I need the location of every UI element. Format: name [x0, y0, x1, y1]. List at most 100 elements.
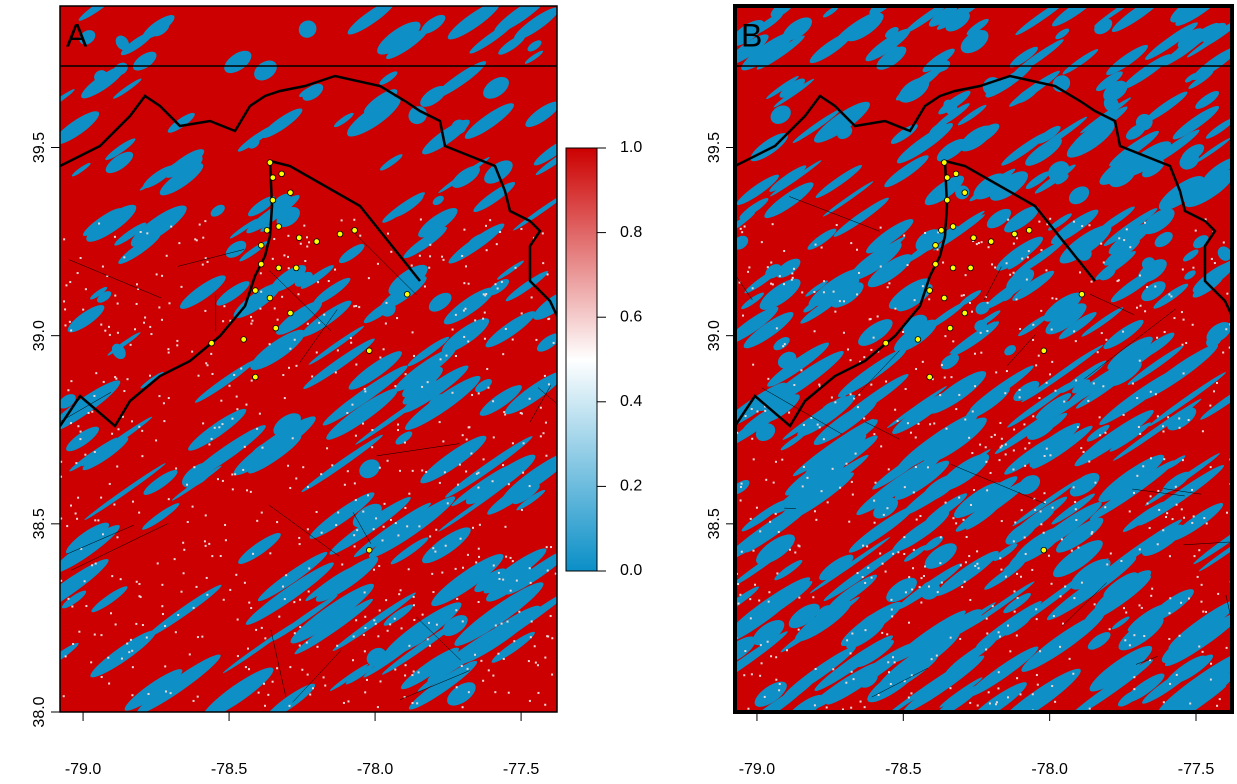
raster-speckle: [400, 627, 403, 630]
raster-speckle: [208, 542, 211, 545]
raster-speckle: [1016, 597, 1019, 600]
raster-patch: [408, 106, 427, 125]
raster-speckle: [863, 417, 866, 420]
raster-speckle: [318, 321, 321, 324]
raster-speckle: [1100, 242, 1103, 245]
raster-speckle: [1014, 521, 1017, 524]
raster-patch: [143, 469, 178, 495]
raster-speckle: [64, 324, 67, 327]
raster-speckle: [1004, 453, 1007, 456]
raster-speckle: [985, 648, 988, 651]
raster-patch: [483, 76, 509, 99]
raster-speckle: [94, 519, 97, 522]
site-point: [941, 294, 948, 302]
raster-speckle: [353, 534, 356, 537]
raster-patch: [512, 191, 557, 231]
raster-speckle: [64, 308, 67, 311]
raster-speckle: [845, 681, 848, 684]
colorbar-tick-label: 0.4: [620, 393, 642, 410]
raster-patch: [248, 139, 260, 149]
raster-speckle: [164, 665, 167, 668]
raster-patch: [966, 18, 989, 36]
raster-speckle: [256, 519, 259, 522]
raster-speckle: [1012, 468, 1015, 471]
raster-speckle: [306, 245, 309, 248]
raster-speckle: [859, 360, 862, 363]
raster-speckle: [752, 458, 755, 461]
raster-speckle: [421, 469, 424, 472]
raster-speckle: [1163, 458, 1166, 461]
raster-speckle: [70, 380, 73, 383]
raster-speckle: [174, 631, 177, 634]
raster-speckle: [188, 653, 191, 656]
raster-speckle: [102, 380, 105, 383]
raster-speckle: [412, 595, 415, 598]
raster-patch: [105, 151, 134, 174]
raster-speckle: [849, 393, 852, 396]
raster-speckle: [196, 636, 199, 639]
raster-speckle: [285, 574, 288, 577]
raster-speckle: [236, 655, 239, 658]
raster-speckle: [155, 439, 158, 442]
colorbar: [565, 147, 598, 572]
raster-speckle: [306, 236, 309, 239]
raster-patch: [1050, 209, 1099, 245]
raster-speckle: [376, 706, 379, 709]
raster-speckle: [887, 468, 890, 471]
raster-patch: [305, 567, 354, 601]
raster-speckle: [995, 703, 998, 706]
raster-speckle: [1012, 540, 1015, 543]
raster-speckle: [417, 671, 420, 674]
raster-speckle: [764, 409, 767, 412]
raster-speckle: [783, 249, 786, 252]
raster-patch: [986, 208, 1012, 229]
raster-speckle: [244, 666, 247, 669]
raster-speckle: [306, 528, 309, 531]
raster-speckle: [1062, 622, 1065, 625]
raster-speckle: [1162, 529, 1165, 532]
raster-patch: [1025, 171, 1050, 190]
raster-speckle: [1137, 425, 1140, 428]
raster-patch: [525, 101, 557, 128]
raster-speckle: [385, 599, 388, 602]
raster-patch: [1148, 372, 1227, 427]
raster-speckle: [471, 393, 474, 396]
raster-speckle: [873, 499, 876, 502]
raster-speckle: [165, 254, 168, 257]
raster-speckle: [186, 520, 189, 523]
raster-patch: [854, 611, 888, 638]
raster-speckle: [974, 385, 977, 388]
raster-speckle: [162, 402, 165, 405]
site-point: [252, 373, 259, 381]
raster-patch: [1201, 22, 1227, 43]
raster-patch: [1001, 131, 1049, 166]
raster-speckle: [468, 426, 471, 429]
raster-speckle: [397, 534, 400, 537]
raster-patch: [67, 304, 105, 333]
raster-patch: [1104, 458, 1159, 497]
raster-speckle: [544, 421, 547, 424]
raster-speckle: [861, 576, 864, 579]
raster-speckle: [979, 331, 982, 334]
raster-patch: [883, 663, 962, 712]
raster-patch: [120, 31, 154, 56]
raster-speckle: [432, 591, 435, 594]
raster-speckle: [394, 668, 397, 671]
raster-speckle: [752, 363, 755, 366]
raster-speckle: [371, 429, 374, 432]
raster-speckle: [906, 264, 909, 267]
raster-speckle: [765, 478, 768, 481]
raster-speckle: [790, 278, 793, 281]
raster-patch: [744, 266, 783, 294]
county-line: [66, 524, 135, 555]
raster-speckle: [474, 319, 477, 322]
raster-speckle: [435, 528, 438, 531]
raster-patch: [124, 669, 183, 711]
raster-patch: [894, 460, 950, 500]
raster-speckle: [891, 615, 894, 618]
raster-speckle: [282, 374, 285, 377]
raster-patch: [322, 365, 408, 426]
raster-patch: [66, 426, 100, 452]
raster-speckle: [104, 329, 107, 332]
raster-speckle: [382, 348, 385, 351]
